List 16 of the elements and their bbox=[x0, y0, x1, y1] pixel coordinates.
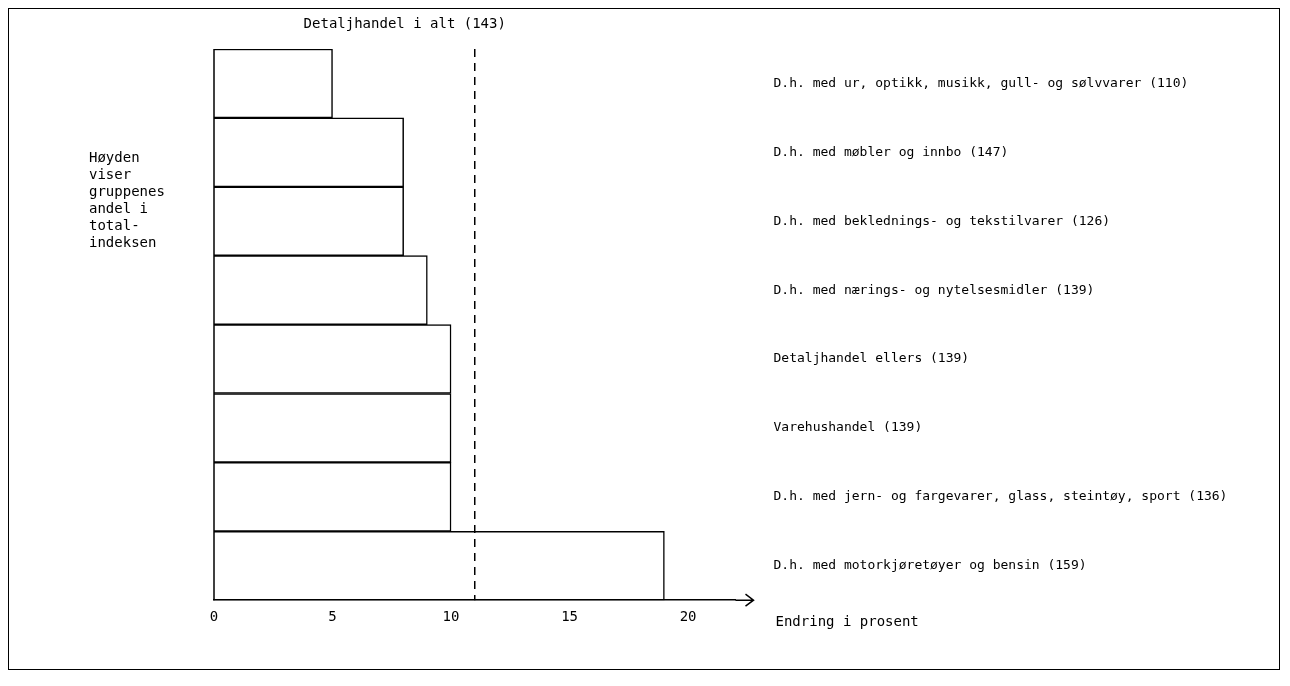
ref-line-label: Detaljhandel i alt (143) bbox=[303, 14, 506, 31]
x-tick-label: 20 bbox=[679, 608, 697, 625]
x-axis-title: Endring i prosent bbox=[775, 612, 919, 629]
y-tick-label: D.h. med nærings- og nytelsesmidler (139) bbox=[773, 281, 1095, 297]
y-tick-label: D.h. med møbler og innbo (147) bbox=[773, 143, 1009, 159]
x-tick-label: 0 bbox=[209, 608, 219, 625]
y-tick-label: Detaljhandel ellers (139) bbox=[773, 350, 970, 366]
y-tick-label: D.h. med motorkjøretøyer og bensin (159) bbox=[773, 557, 1087, 573]
y-tick-label: Varehushandel (139) bbox=[773, 419, 923, 435]
x-tick-label: 5 bbox=[328, 608, 337, 625]
y-axis-title: Høyden viser gruppenes andel i total-indeksen bbox=[89, 149, 166, 251]
x-tick-label: 10 bbox=[442, 608, 460, 625]
x-tick-label: 15 bbox=[561, 608, 578, 625]
y-tick-label: D.h. med beklednings- og tekstilvarer (126) bbox=[773, 212, 1111, 228]
y-tick-label: D.h. med jern- og fargevarer, glass, steintøy, sport (136) bbox=[773, 488, 1228, 504]
y-tick-label: D.h. med ur, optikk, musikk, gull- og sølvvarer (110) bbox=[773, 74, 1189, 90]
